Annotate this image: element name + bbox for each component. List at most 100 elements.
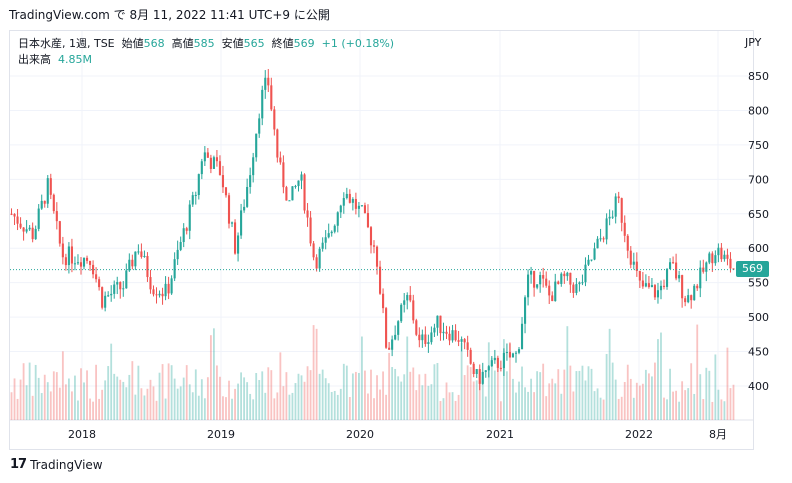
volume-bar [43,374,46,420]
candle-body [484,370,487,372]
volume-bar [370,369,372,420]
candle-body [644,283,647,287]
volume-bar [264,392,267,420]
volume-bar [64,384,67,420]
volume-bar [690,363,693,420]
candle-body [448,333,451,341]
candle-body [360,205,363,207]
change-value: +1 (+0.18%) [321,37,395,50]
volume-bar [714,354,717,420]
volume-bar [415,390,418,420]
candle-body [324,237,327,243]
candle-body [690,295,693,301]
tradingview-logo[interactable]: 17 TradingView [10,457,103,472]
volume-bar [584,380,587,420]
candle-body [92,264,95,275]
volume-bar [720,399,723,420]
candle-body [687,295,690,303]
volume-bar [34,364,37,420]
candle-body [421,334,424,341]
candle-body [73,263,77,265]
volume-bar [672,391,674,420]
y-tick-label: 700 [748,173,769,186]
candle-body [684,298,687,303]
candle-body [161,293,164,297]
candle-body [369,227,373,246]
volume-bar [436,363,439,420]
volume-bar [596,388,599,420]
candle-body [140,251,143,257]
candle-body [291,186,294,201]
volume-bar [288,394,291,420]
volume-bar [379,389,381,420]
candle-body [578,282,581,285]
volume-bar [533,392,536,420]
volume-bar [648,373,650,420]
volume-bar [620,396,623,420]
chart-frame[interactable] [9,30,754,450]
y-tick-label: 500 [748,311,769,324]
candle-body [85,257,89,261]
volume-bar [327,383,330,420]
volume-bar [406,336,409,420]
volume-bar [684,390,687,420]
volume-bar [705,367,708,420]
candle-body [55,211,58,222]
volume-bar [197,395,200,420]
volume-bar [330,391,333,420]
volume-bar [614,379,617,420]
volume-bar [258,380,261,420]
candle-body [678,275,681,279]
candle-body [626,235,629,251]
candle-body [19,223,22,228]
candle-body [273,109,276,130]
volume-bar [336,394,339,420]
candle-body [315,257,318,269]
volume-bar [506,371,508,420]
volume-bar [569,365,572,420]
high-value: 585 [193,37,215,50]
volume-bar [231,398,233,420]
close-label: 終値 [271,37,294,50]
volume-bar [191,392,194,420]
candle-body [282,162,285,188]
candle-body [164,283,167,297]
candle-body [34,228,37,240]
candle-body [514,352,518,354]
candle-body [227,195,231,224]
volume-bar [391,367,394,420]
volume-bar [566,326,569,420]
volume-bar [638,385,641,420]
volume-bar [424,373,427,420]
volume-bar [345,365,348,420]
candle-body [602,238,605,240]
volume-bar [315,328,318,420]
volume-bar [696,324,699,420]
volume-bar [140,388,143,420]
candle-body [629,250,632,265]
candle-body [469,349,472,364]
volume-bar [83,382,85,420]
candle-body [406,295,409,301]
y-tick-label: 550 [748,277,769,290]
volume-bar [644,369,647,420]
candle-body [608,216,611,219]
candle-body [107,295,110,297]
candle-body [424,334,427,344]
volume-bar [530,378,532,420]
candle-body [672,262,675,264]
volume-bar [318,373,321,420]
volume-bar [681,381,684,420]
candle-body [95,274,98,280]
candle-body [221,175,225,188]
candle-body [185,228,188,231]
candle-body [46,178,49,204]
candle-body [388,347,391,350]
volume-bar [49,391,52,420]
volume-bar [623,382,626,420]
volume-bar [249,393,252,420]
candle-body [104,295,107,308]
volume-bar [176,388,179,420]
volume-bar [617,398,620,420]
